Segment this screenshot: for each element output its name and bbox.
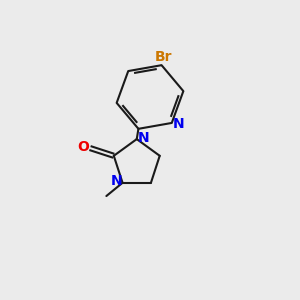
Text: O: O: [78, 140, 89, 154]
Text: Br: Br: [154, 50, 172, 64]
Text: N: N: [172, 117, 184, 131]
Text: N: N: [110, 174, 122, 188]
Text: N: N: [137, 130, 149, 145]
